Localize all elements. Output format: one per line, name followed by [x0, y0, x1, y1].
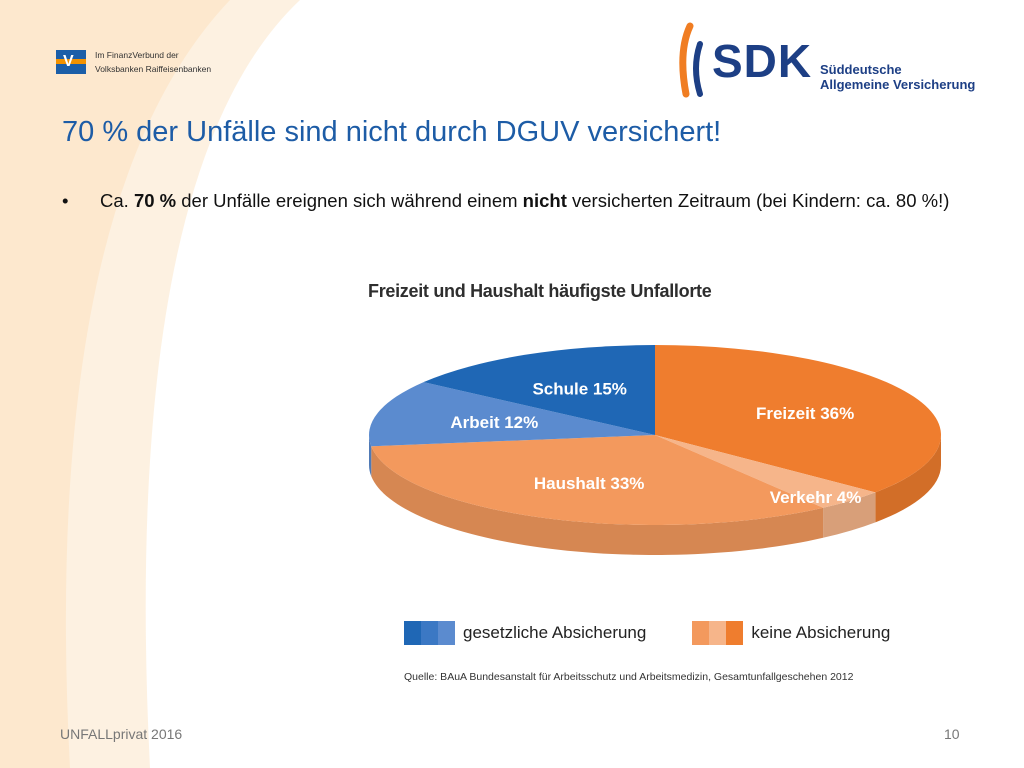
bullet-marker: •	[62, 190, 69, 211]
footer-text: UNFALLprivat 2016	[60, 726, 183, 742]
legend-swatch-part	[404, 621, 421, 645]
sdk-subtitle-line2: Allgemeine Versicherung	[820, 77, 976, 92]
sdk-logo: SDK Süddeutsche Allgemeine Versicherung	[676, 22, 976, 102]
sdk-bracket-icon	[679, 22, 703, 98]
legend-swatch-none	[692, 621, 744, 645]
legend-item-none: keine Absicherung	[692, 621, 890, 645]
pie-label-4: Schule 15%	[532, 379, 627, 398]
pie-slice-side-3	[369, 435, 372, 477]
legend-swatch-part	[692, 621, 710, 645]
pie-slice-4	[423, 345, 655, 435]
pie-slice-0	[655, 345, 941, 493]
bullet-point: • Ca. 70 % der Unfälle ereignen sich wäh…	[62, 188, 962, 214]
vr-logo-line2: Volksbanken Raiffeisenbanken	[95, 64, 212, 74]
pie-label-0: Freizeit 36%	[756, 404, 854, 423]
bullet-text: Ca. 70 % der Unfälle ereignen sich währe…	[100, 190, 950, 211]
sdk-subtitle-line1: Süddeutsche	[820, 62, 902, 77]
vr-logo-line1: Im FinanzVerbund der	[95, 50, 179, 60]
legend-label-none: keine Absicherung	[751, 623, 891, 642]
pie-chart: Freizeit 36% Verkehr 4% Haushalt 33% Arbeit…	[369, 345, 941, 555]
chart-legend: gesetzliche Absicherung keine Absicherun…	[404, 621, 936, 645]
pie-label-2: Haushalt 33%	[534, 474, 645, 493]
legend-label-statutory: gesetzliche Absicherung	[463, 623, 647, 642]
pie-label-1: Verkehr 4%	[770, 488, 862, 507]
page-number: 10	[944, 726, 960, 742]
slide-title: 70 % der Unfälle sind nicht durch DGUV v…	[62, 116, 722, 148]
chart-source: Quelle: BAuA Bundesanstalt für Arbeitssc…	[404, 671, 854, 683]
legend-swatch-part	[709, 621, 727, 645]
legend-swatch-part	[421, 621, 438, 645]
legend-swatch-part	[438, 621, 455, 645]
vr-bank-logo: V Im FinanzVerbund der Volksbanken Raiff…	[56, 48, 211, 76]
pie-slice-2	[371, 435, 824, 525]
pie-slice-3	[369, 382, 655, 447]
pie-slice-1	[655, 435, 876, 508]
chart-title: Freizeit und Haushalt häufigste Unfallor…	[368, 281, 712, 301]
sdk-name: SDK	[712, 35, 813, 87]
legend-swatch-statutory	[404, 621, 455, 645]
pie-label-3: Arbeit 12%	[450, 413, 538, 432]
pie-slice-side-0	[875, 435, 941, 523]
legend-item-statutory: gesetzliche Absicherung	[404, 621, 646, 645]
pie-slice-side-2	[371, 446, 824, 555]
vr-logo-icon: V	[56, 50, 86, 74]
pie-slice-side-1	[823, 492, 876, 538]
legend-swatch-part	[726, 621, 744, 645]
